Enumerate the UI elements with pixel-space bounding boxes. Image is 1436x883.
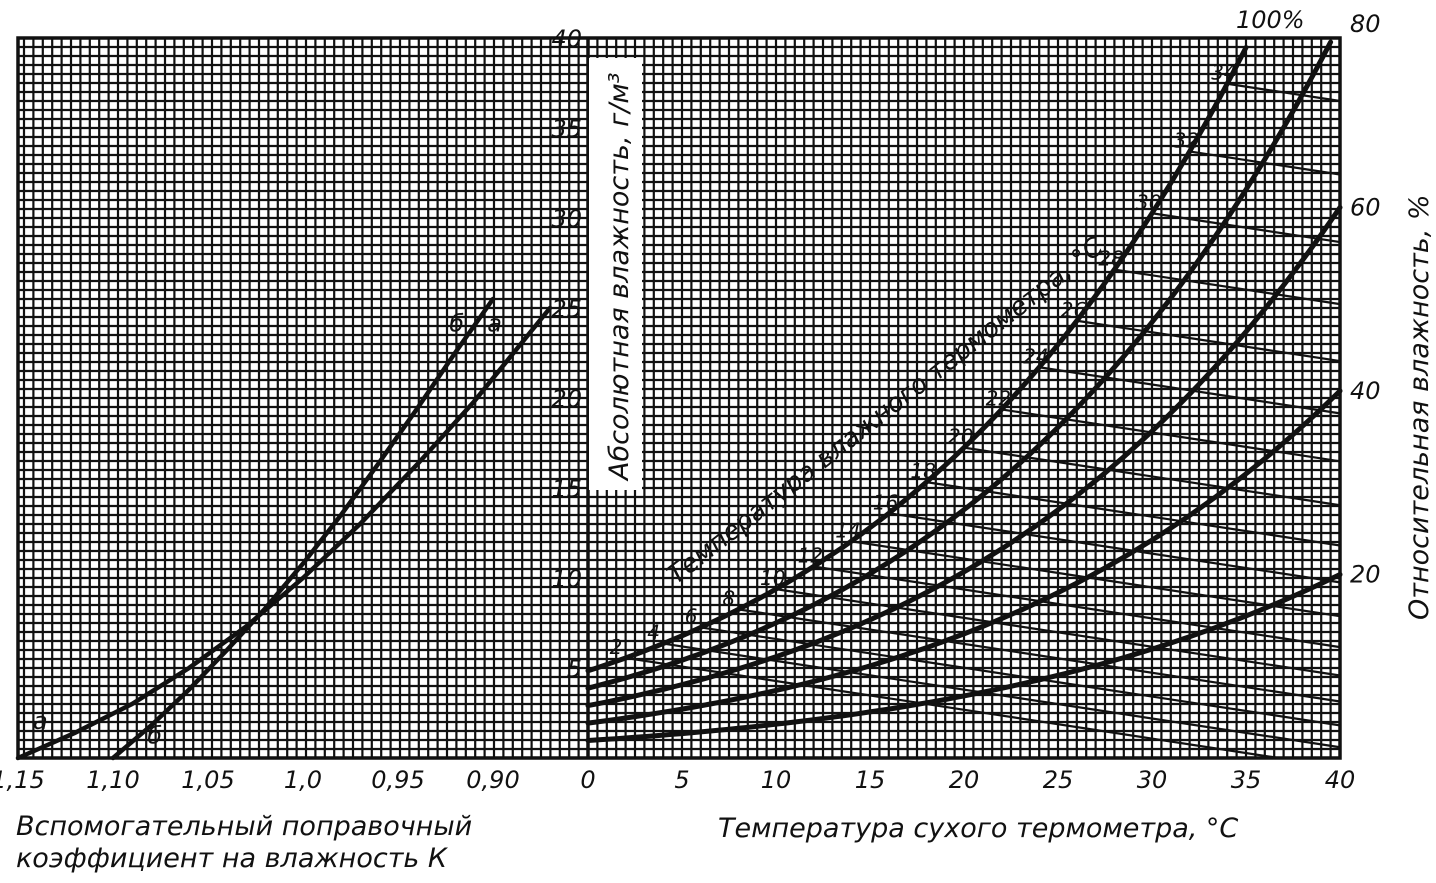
dry-bulb-tick-25: 25 — [1043, 766, 1074, 794]
wet-bulb-line-30 — [1151, 212, 1341, 244]
rh-curve-40 — [585, 388, 1343, 726]
wet-bulb-line-24 — [1039, 366, 1341, 415]
abs-humidity-tick-30: 30 — [551, 205, 582, 233]
rh-tick-60: 60 — [1350, 193, 1381, 221]
wet-bulb-line-6 — [700, 626, 1341, 727]
wet-bulb-line-34 — [1227, 82, 1341, 103]
wet-bulb-line-12 — [813, 565, 1341, 649]
wet-bulb-label-18: 18 — [910, 459, 935, 483]
rh-curve-100 — [585, 45, 1249, 674]
abs-humidity-tick-40: 40 — [551, 25, 582, 53]
wet-bulb-label-16: 16 — [873, 490, 898, 514]
k-tick-4: 0,95 — [371, 766, 424, 794]
curve-a-label-bottom: а — [33, 707, 48, 735]
wet-bulb-line-16 — [888, 512, 1341, 584]
saturation-label: 100% — [1236, 6, 1305, 34]
wet-bulb-label-8: 8 — [722, 586, 735, 610]
correction-curve-b — [110, 296, 496, 761]
wet-bulb-line-28 — [1114, 268, 1341, 306]
wet-bulb-label-14: 14 — [835, 518, 860, 542]
wet-bulb-label-32: 32 — [1174, 128, 1199, 152]
wet-bulb-line-18 — [926, 481, 1341, 547]
wet-bulb-line-14 — [851, 540, 1341, 618]
wet-bulb-label-22: 22 — [986, 386, 1011, 410]
wet-bulb-label-20: 20 — [948, 425, 973, 449]
dry-bulb-tick-20: 20 — [949, 766, 980, 794]
absolute-humidity-label-box — [589, 58, 642, 490]
absolute-humidity-title: Абсолютная влажность, г/м³ — [604, 72, 635, 482]
wet-bulb-line-10 — [775, 588, 1341, 677]
curve-b-label-top: б — [449, 309, 464, 337]
dry-bulb-tick-15: 15 — [855, 766, 886, 794]
correction-coefficient-title-line2: коэффициент на влажность К — [16, 843, 448, 874]
wet-bulb-line-22 — [1001, 408, 1341, 463]
dry-bulb-temperature-title: Температура сухого термометра, °С — [718, 813, 1239, 844]
abs-humidity-tick-25: 25 — [551, 295, 582, 323]
wet-bulb-label-2: 2 — [610, 635, 623, 659]
abs-humidity-tick-20: 20 — [551, 385, 582, 413]
k-tick-0: 1,15 — [0, 766, 45, 794]
abs-humidity-tick-5: 5 — [567, 655, 582, 683]
dry-bulb-tick-5: 5 — [674, 766, 689, 794]
rh-tick-80: 80 — [1350, 10, 1381, 38]
dry-bulb-tick-40: 40 — [1325, 766, 1356, 794]
wet-bulb-line-20 — [963, 446, 1341, 507]
curves — [15, 39, 1343, 761]
rh-curve-60 — [585, 204, 1343, 709]
k-tick-5: 0,90 — [466, 766, 519, 794]
wet-bulb-line-32 — [1189, 150, 1341, 176]
dry-bulb-tick-35: 35 — [1231, 766, 1262, 794]
k-tick-3: 1,0 — [284, 766, 322, 794]
wet-bulb-line-26 — [1076, 319, 1341, 363]
wet-bulb-label-26: 26 — [1061, 298, 1086, 322]
curve-a-label-top: а — [487, 309, 502, 337]
k-tick-2: 1,05 — [181, 766, 234, 794]
correction-coefficient-title-line1: Вспомогательный поправочный — [16, 811, 473, 842]
correction-curve-a — [15, 305, 553, 761]
wet-bulb-line-4 — [663, 642, 1341, 749]
abs-humidity-tick-35: 35 — [551, 115, 582, 143]
wet-bulb-label-24: 24 — [1023, 344, 1048, 368]
wet-bulb-label-4: 4 — [647, 621, 660, 645]
plot-frame — [16, 36, 1342, 760]
dry-bulb-tick-0: 0 — [580, 766, 595, 794]
wet-bulb-label-6: 6 — [685, 604, 698, 628]
wet-bulb-label-28: 28 — [1098, 247, 1123, 271]
wet-bulb-label-34: 34 — [1211, 61, 1236, 85]
dry-bulb-tick-30: 30 — [1137, 766, 1168, 794]
dry-bulb-tick-10: 10 — [761, 766, 792, 794]
wet-bulb-label-30: 30 — [1136, 190, 1161, 214]
wet-bulb-line-8 — [738, 608, 1341, 703]
rh-tick-40: 40 — [1350, 377, 1381, 405]
rh-curve-80 — [585, 39, 1334, 691]
k-tick-1: 1,10 — [86, 766, 139, 794]
rh-tick-20: 20 — [1350, 560, 1381, 588]
abs-humidity-tick-15: 15 — [551, 475, 582, 503]
curve-b-label-bottom: б — [147, 722, 162, 750]
wet-bulb-label-12: 12 — [798, 543, 823, 567]
relative-humidity-title: Относительная влажность, % — [1404, 194, 1435, 620]
abs-humidity-tick-10: 10 — [551, 565, 582, 593]
wet-bulb-line-2 — [625, 656, 1279, 760]
wet-bulb-label-10: 10 — [760, 566, 785, 590]
